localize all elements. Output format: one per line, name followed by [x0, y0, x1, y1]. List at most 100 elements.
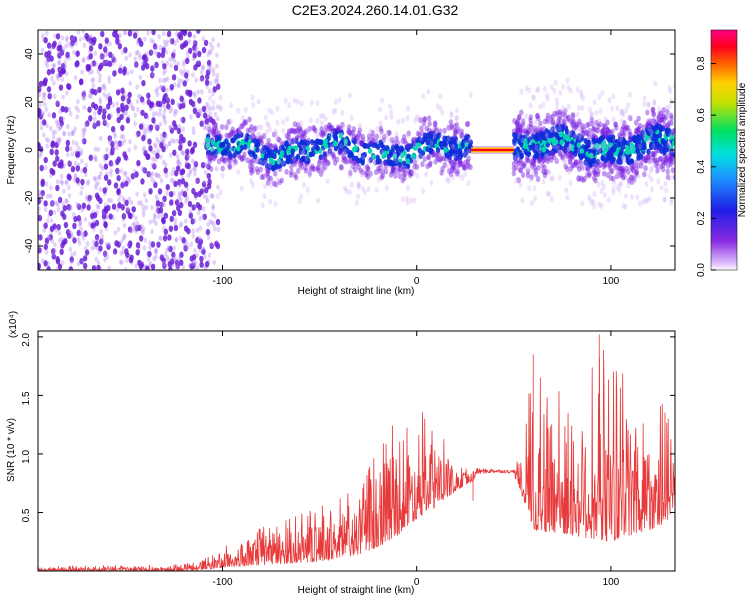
spectrogram-cell	[292, 138, 297, 145]
spectrogram-cell	[379, 164, 384, 171]
spectrogram-cell	[380, 172, 386, 179]
spectrogram-cell	[139, 40, 144, 47]
spectrogram-cell	[120, 141, 125, 147]
spectrogram-cell	[128, 212, 133, 220]
spectrogram-cell	[48, 209, 54, 217]
spectrogram-cell	[535, 112, 540, 119]
spectrogram-cell	[378, 120, 383, 127]
spectrogram-cell	[516, 158, 522, 165]
spectrogram-cell	[224, 124, 229, 131]
spectrogram-cell	[152, 179, 157, 185]
spectrogram-cell	[247, 116, 252, 123]
spectrogram-cell	[375, 144, 381, 151]
spectrogram-cell	[124, 110, 128, 116]
spectrogram-cell	[222, 157, 228, 164]
spectrogram-cell	[651, 110, 656, 117]
spectrogram-cell	[592, 191, 597, 198]
spectrogram-cell	[364, 164, 370, 171]
spectrogram-cell	[196, 210, 201, 216]
spectrogram-cell	[349, 151, 354, 158]
spectrogram-cell	[216, 42, 221, 48]
spectrogram-cell	[290, 138, 295, 145]
spectrogram-cell	[302, 149, 308, 156]
spectrogram-cell	[515, 126, 520, 133]
spectrogram-cell	[545, 116, 550, 123]
spectrogram-cell	[259, 143, 264, 150]
spectrogram-cell	[158, 44, 163, 51]
spectrogram-cell	[257, 156, 262, 163]
spectrogram-cell	[614, 124, 619, 131]
spectrogram-cell	[138, 235, 144, 242]
spectrogram-cell	[454, 166, 459, 173]
spectrogram-cell	[133, 62, 138, 68]
spectrogram-cell	[100, 165, 105, 171]
spectrogram-cell	[212, 127, 217, 133]
spectrogram-cell	[464, 121, 470, 128]
spectrogram-cell	[81, 235, 86, 241]
spectrogram-cell	[281, 119, 286, 126]
spectrogram-cell	[307, 172, 312, 179]
spectrogram-cell	[443, 141, 448, 148]
spectrogram-cell	[289, 139, 294, 146]
spectrogram-cell	[55, 100, 60, 108]
spectrogram-cell	[43, 77, 48, 84]
spectrogram-cell	[193, 194, 198, 201]
spectrogram-cell	[103, 106, 108, 113]
spectrogram-cell	[203, 39, 209, 47]
spectrogram-cell	[430, 141, 435, 148]
spectrogram-cell	[323, 143, 329, 150]
spectrogram-cell	[59, 124, 63, 130]
spectrogram-cell	[212, 123, 217, 130]
spectrogram-cell	[87, 93, 92, 99]
spectrogram-cell	[125, 206, 130, 212]
spectrogram-cell	[637, 122, 643, 129]
spectrogram-cell	[574, 128, 579, 135]
spectrogram-cell	[162, 202, 167, 208]
spectrogram-cell	[134, 263, 138, 269]
spectrogram-cell	[76, 30, 81, 35]
spectrogram-cell	[76, 215, 82, 222]
spectrogram-cell	[436, 152, 442, 159]
spectrogram-cell	[359, 140, 364, 147]
spectrogram-cell	[634, 169, 640, 176]
spectrogram-cell	[409, 170, 414, 177]
spectrogram-cell	[110, 161, 115, 168]
spectrogram-cell	[107, 265, 111, 270]
spectrogram-cell	[556, 109, 561, 116]
spectrogram-cell	[38, 206, 41, 212]
spectrogram-cell	[93, 154, 97, 160]
spectrogram-cell	[172, 149, 177, 156]
spectrogram-cell	[220, 150, 226, 157]
spectrogram-cell	[326, 160, 331, 167]
spectrogram-cell	[80, 259, 85, 265]
spectrogram-cell	[461, 164, 467, 171]
spectrogram-cell	[330, 124, 335, 131]
spectrogram-cell	[427, 120, 432, 127]
spectrogram-cell	[257, 132, 262, 139]
spectrogram-cell	[336, 125, 341, 132]
spectrogram-cell	[168, 108, 173, 114]
spectrogram-cell	[206, 59, 212, 67]
spectrogram-cell	[169, 105, 174, 112]
spectrogram-cell	[118, 259, 123, 265]
spectrogram-cell	[248, 127, 253, 134]
spectrogram-cell	[398, 166, 403, 173]
spectrogram-cell	[75, 50, 80, 57]
spectrogram-cell	[90, 245, 95, 251]
spectrogram-cell	[142, 126, 146, 132]
spectrogram-cell	[538, 132, 543, 139]
spectrogram-cell	[178, 222, 183, 229]
spectrogram-cell	[525, 129, 530, 136]
spectrogram-cell	[211, 139, 216, 146]
spectrogram-cell	[76, 150, 81, 158]
spectrogram-cell	[211, 91, 215, 97]
spectrogram-cell	[265, 146, 270, 153]
spectrogram-cell	[512, 132, 517, 139]
spectrogram-cell	[375, 158, 380, 165]
spectrogram-cell	[524, 166, 529, 173]
spectrogram-cell	[56, 201, 60, 208]
spectrogram-cell	[605, 126, 610, 133]
spectrogram-cell	[294, 127, 299, 134]
spectrogram-cell	[348, 158, 353, 165]
spectrogram-cell	[192, 259, 197, 266]
